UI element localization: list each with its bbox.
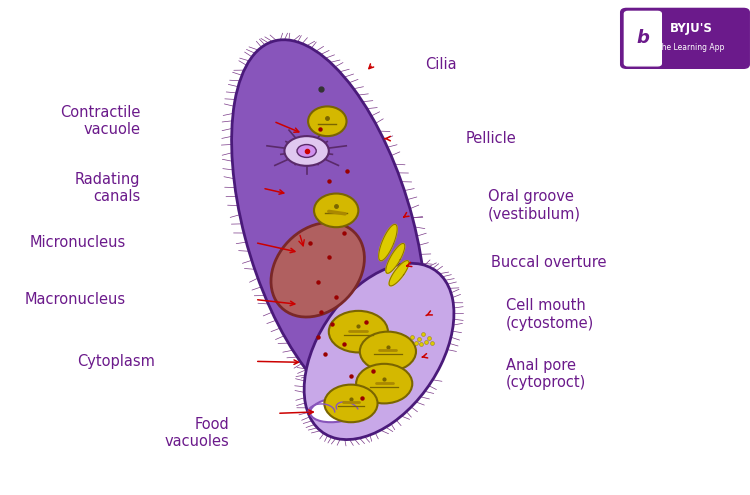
Ellipse shape: [314, 194, 358, 227]
Circle shape: [297, 145, 316, 157]
Ellipse shape: [356, 364, 413, 403]
Ellipse shape: [310, 397, 362, 422]
Circle shape: [284, 136, 328, 166]
Text: Macronucleus: Macronucleus: [25, 292, 125, 307]
Ellipse shape: [232, 40, 426, 416]
Text: Cytoplasm: Cytoplasm: [77, 354, 155, 369]
Text: Contractile
vacuole: Contractile vacuole: [60, 105, 140, 138]
Text: Food
vacuoles: Food vacuoles: [164, 417, 229, 449]
Text: Cell mouth
(cytostome): Cell mouth (cytostome): [506, 298, 595, 331]
Text: Buccal overture: Buccal overture: [491, 255, 607, 270]
Ellipse shape: [324, 385, 377, 422]
Ellipse shape: [360, 332, 416, 371]
Text: Micronucleus: Micronucleus: [29, 235, 125, 250]
Text: Anal pore
(cytoproct): Anal pore (cytoproct): [506, 357, 586, 390]
Polygon shape: [389, 261, 409, 286]
Text: b: b: [637, 29, 650, 47]
Ellipse shape: [328, 311, 388, 352]
Text: Radating
canals: Radating canals: [75, 172, 140, 204]
Text: Cilia: Cilia: [424, 57, 457, 72]
Polygon shape: [379, 224, 398, 261]
Text: Pellicle: Pellicle: [466, 131, 516, 146]
Ellipse shape: [308, 106, 347, 136]
Text: BYJU'S: BYJU'S: [670, 22, 712, 35]
Ellipse shape: [271, 223, 364, 317]
Text: Oral groove
(vestibulum): Oral groove (vestibulum): [488, 189, 580, 222]
Ellipse shape: [304, 263, 454, 440]
Text: The Learning App: The Learning App: [657, 43, 724, 51]
Polygon shape: [386, 244, 405, 273]
FancyBboxPatch shape: [625, 11, 662, 66]
FancyBboxPatch shape: [621, 8, 749, 68]
